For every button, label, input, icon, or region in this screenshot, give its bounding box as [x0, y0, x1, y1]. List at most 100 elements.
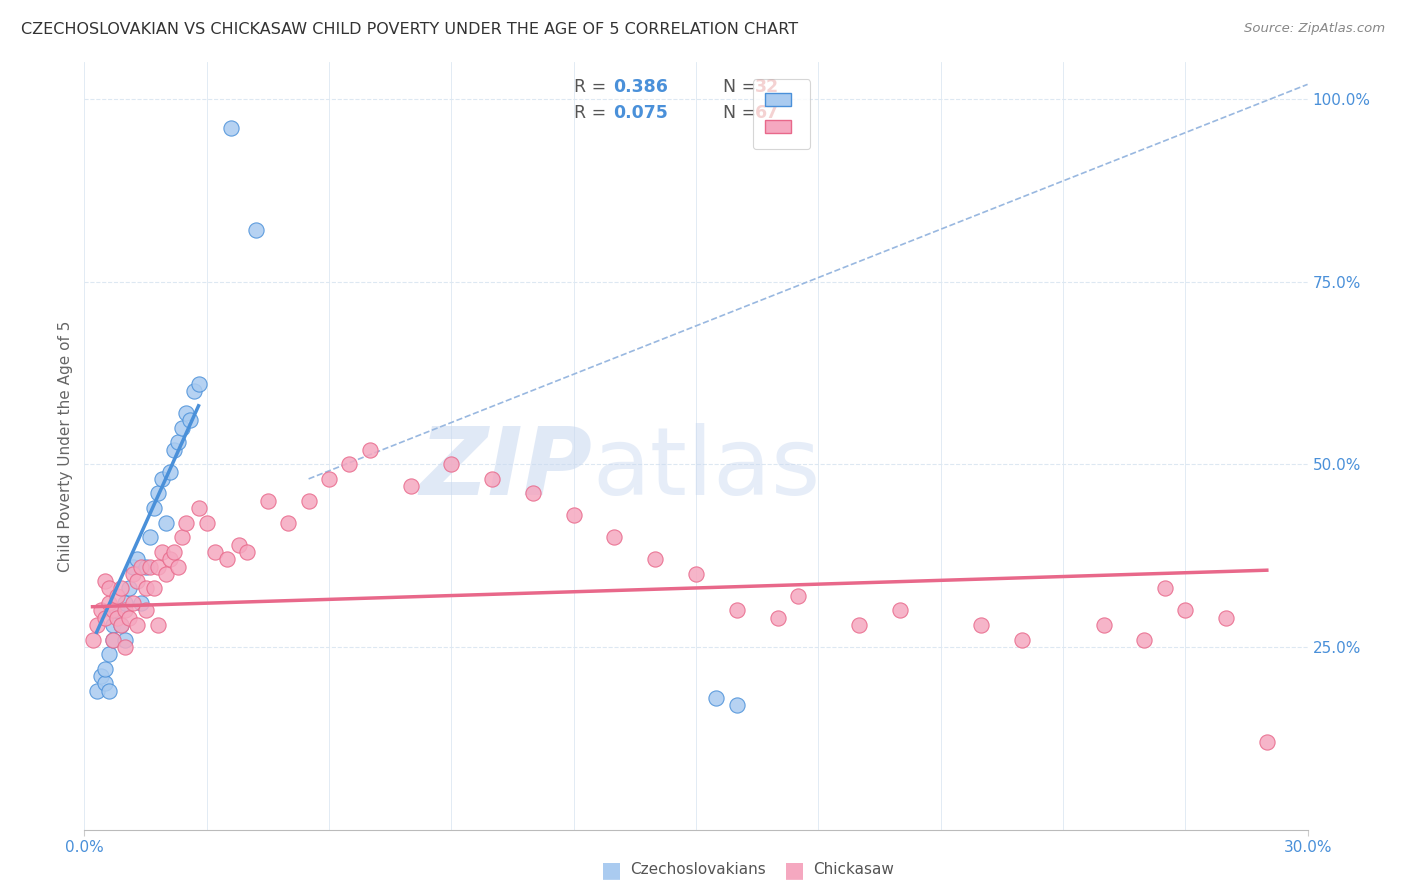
Point [146, 618, 169, 632]
Text: 0.075: 0.075 [613, 103, 668, 121]
Text: ■: ■ [785, 860, 804, 880]
Point [105, 589, 128, 603]
Point [101, 618, 124, 632]
Point [114, 632, 136, 647]
Point [725, 698, 748, 713]
Point [150, 545, 173, 559]
Point [118, 582, 141, 596]
Point [195, 516, 218, 530]
Point [399, 479, 422, 493]
Point [131, 596, 153, 610]
Point [105, 603, 128, 617]
Point [97, 582, 120, 596]
Text: Source: ZipAtlas.com: Source: ZipAtlas.com [1244, 22, 1385, 36]
Text: Chickasaw: Chickasaw [813, 863, 894, 877]
Point [97, 647, 120, 661]
Point [848, 618, 870, 632]
Point [114, 603, 136, 617]
Point [114, 596, 136, 610]
Text: 0.386: 0.386 [613, 78, 668, 95]
Point [187, 376, 209, 391]
Point [440, 457, 463, 471]
Point [1174, 603, 1197, 617]
Point [298, 493, 321, 508]
Point [118, 610, 141, 624]
Text: atlas: atlas [592, 423, 820, 515]
Point [1215, 610, 1237, 624]
Point [97, 683, 120, 698]
Point [122, 566, 145, 581]
Point [127, 618, 149, 632]
Y-axis label: Child Poverty Under the Age of 5: Child Poverty Under the Age of 5 [58, 320, 73, 572]
Point [236, 545, 259, 559]
Point [522, 486, 544, 500]
Point [174, 406, 197, 420]
Point [138, 530, 160, 544]
Point [889, 603, 911, 617]
Point [110, 618, 132, 632]
Point [725, 603, 748, 617]
Point [1011, 632, 1033, 647]
Point [245, 223, 267, 237]
Point [339, 457, 361, 471]
Point [135, 582, 157, 596]
Text: CZECHOSLOVAKIAN VS CHICKASAW CHILD POVERTY UNDER THE AGE OF 5 CORRELATION CHART: CZECHOSLOVAKIAN VS CHICKASAW CHILD POVER… [21, 22, 799, 37]
Text: R =: R = [574, 103, 606, 121]
Point [142, 501, 165, 516]
Point [110, 582, 132, 596]
Point [150, 472, 173, 486]
Point [105, 610, 128, 624]
Point [138, 559, 160, 574]
Point [93, 610, 115, 624]
Text: 32: 32 [755, 78, 779, 95]
Point [277, 516, 299, 530]
Point [1092, 618, 1115, 632]
Point [217, 552, 239, 566]
Text: Czechoslovakians: Czechoslovakians [630, 863, 766, 877]
Point [155, 516, 177, 530]
Point [163, 545, 186, 559]
Text: N =: N = [723, 103, 756, 121]
Point [135, 559, 157, 574]
Point [101, 603, 124, 617]
Point [179, 413, 201, 427]
Text: ■: ■ [602, 860, 621, 880]
Point [183, 384, 205, 399]
Point [359, 442, 381, 457]
Text: ZIP: ZIP [419, 423, 592, 515]
Point [122, 559, 145, 574]
Point [110, 618, 132, 632]
Text: 67: 67 [755, 103, 779, 121]
Point [318, 472, 340, 486]
Point [685, 566, 707, 581]
Point [146, 486, 169, 500]
Point [706, 691, 728, 706]
Point [86, 683, 108, 698]
Point [86, 618, 108, 632]
Point [82, 632, 104, 647]
Point [228, 538, 250, 552]
Point [146, 559, 169, 574]
Point [603, 530, 626, 544]
Point [562, 508, 585, 523]
Point [93, 676, 115, 690]
Text: N =: N = [723, 78, 756, 95]
Point [127, 552, 149, 566]
Point [90, 669, 112, 683]
Point [1133, 632, 1156, 647]
Point [127, 574, 149, 589]
Point [122, 596, 145, 610]
Point [187, 501, 209, 516]
Point [257, 493, 280, 508]
Point [970, 618, 993, 632]
Point [142, 582, 165, 596]
Point [219, 121, 242, 136]
Point [135, 603, 157, 617]
Point [131, 559, 153, 574]
Point [172, 530, 194, 544]
Point [114, 640, 136, 654]
Point [159, 465, 181, 479]
Point [204, 545, 226, 559]
Point [481, 472, 503, 486]
Text: R =: R = [574, 78, 606, 95]
